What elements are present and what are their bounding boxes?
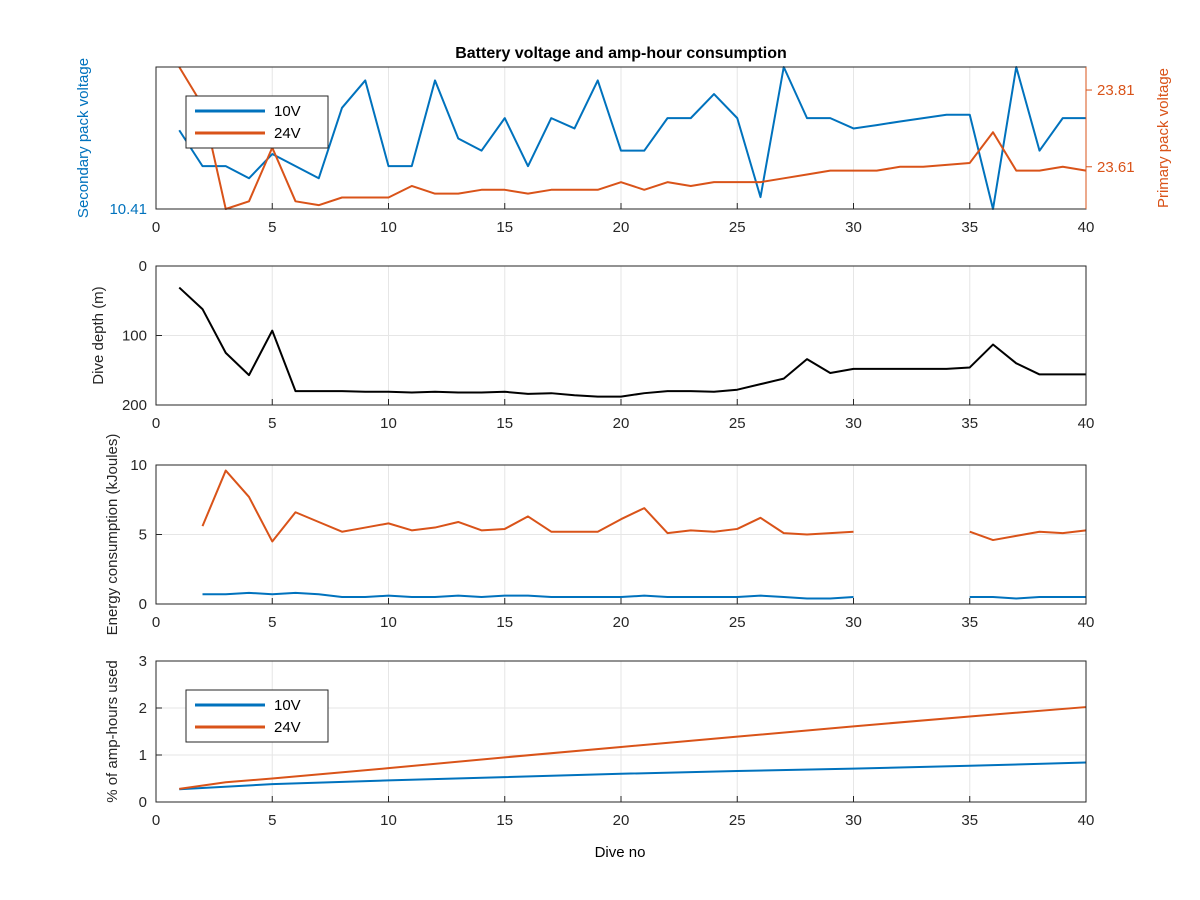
- x-tick-label: 5: [268, 812, 276, 829]
- y-right-tick-label: 23.61: [1097, 159, 1135, 176]
- x-tick-label: 35: [961, 219, 978, 236]
- x-tick-label: 40: [1078, 219, 1095, 236]
- amp-hours-panel: 0 5 10 15 20 25 30 35 40 0 1 2 3 % of amp-hours used 1…: [104, 653, 1094, 829]
- x-tick-label: 35: [961, 614, 978, 631]
- legend-label: 24V: [274, 719, 301, 736]
- x-axis-label: Dive no: [595, 844, 646, 861]
- y-right-axis-label: Primary pack voltage: [1155, 68, 1172, 208]
- x-tick-label: 30: [845, 415, 862, 432]
- x-tick-label: 40: [1078, 812, 1095, 829]
- x-tick-label: 10: [380, 812, 397, 829]
- x-tick-label: 30: [845, 219, 862, 236]
- legend-box: [185, 689, 329, 743]
- y-right-tick-label: 23.81: [1097, 82, 1135, 99]
- y-axis-label: Dive depth (m): [90, 286, 107, 384]
- series-10v-line: [202, 591, 1086, 600]
- series-24v-line: [201, 469, 1087, 543]
- y-tick-label: 5: [139, 527, 147, 544]
- x-tick-label: 20: [613, 219, 630, 236]
- x-tick-label: 20: [613, 812, 630, 829]
- x-tick-label: 15: [496, 219, 513, 236]
- y-tick-label: 0: [139, 258, 147, 275]
- y-tick-label: 10.41: [109, 201, 147, 218]
- x-tick-label: 35: [961, 415, 978, 432]
- energy-panel: 0 5 10 15 20 25 30 35 40 0 5 10 Energy consumption (…: [104, 434, 1094, 636]
- series-10v-line: [178, 66, 1086, 210]
- x-tick-label: 0: [152, 812, 160, 829]
- x-tick-label: 10: [380, 614, 397, 631]
- x-tick-label: 25: [729, 219, 746, 236]
- x-tick-label: 10: [380, 219, 397, 236]
- y-tick-label: 200: [122, 397, 147, 414]
- legend-box: [185, 95, 329, 149]
- series-24v-line: [178, 66, 1087, 210]
- chart-title: Battery voltage and amp-hour consumption: [455, 45, 787, 62]
- x-tick-label: 0: [152, 415, 160, 432]
- depth-panel: 0 5 10 15 20 25 30 35 40 0 100 200 Dive depth (m): [90, 258, 1094, 432]
- legend-label: 10V: [274, 103, 301, 120]
- legend-label: 10V: [274, 697, 301, 714]
- y-tick-label: 3: [139, 653, 147, 670]
- x-tick-label: 40: [1078, 415, 1095, 432]
- x-tick-label: 25: [729, 812, 746, 829]
- x-tick-label: 25: [729, 415, 746, 432]
- y-tick-label: 1: [139, 747, 147, 764]
- x-tick-label: 20: [613, 415, 630, 432]
- y-axis-label: % of amp-hours used: [104, 660, 121, 803]
- x-tick-label: 15: [496, 812, 513, 829]
- x-tick-label: 35: [961, 812, 978, 829]
- x-tick-label: 0: [152, 614, 160, 631]
- x-tick-label: 5: [268, 219, 276, 236]
- y-tick-label: 0: [139, 794, 147, 811]
- x-tick-label: 30: [845, 614, 862, 631]
- x-tick-label: 5: [268, 614, 276, 631]
- legend-label: 24V: [274, 125, 301, 142]
- x-tick-label: 15: [496, 614, 513, 631]
- x-tick-label: 20: [613, 614, 630, 631]
- y-axis-label: Secondary pack voltage: [75, 58, 92, 218]
- x-tick-label: 40: [1078, 614, 1095, 631]
- voltage-panel: 0 5 10 15 20 25 30 35 40 10.41 23.61 23.81 Secondary…: [75, 58, 1172, 236]
- y-tick-label: 100: [122, 328, 147, 345]
- x-tick-label: 10: [380, 415, 397, 432]
- y-axis-label: Energy consumption (kJoules): [104, 434, 121, 636]
- series-line-line: [178, 286, 1086, 398]
- x-tick-label: 5: [268, 415, 276, 432]
- y-tick-label: 10: [130, 457, 147, 474]
- x-tick-label: 25: [729, 614, 746, 631]
- y-tick-label: 0: [139, 596, 147, 613]
- x-tick-label: 0: [152, 219, 160, 236]
- y-tick-label: 2: [139, 700, 147, 717]
- series-24v-line: [179, 706, 1087, 790]
- x-tick-label: 15: [496, 415, 513, 432]
- x-tick-label: 30: [845, 812, 862, 829]
- series-10v-line: [179, 761, 1087, 791]
